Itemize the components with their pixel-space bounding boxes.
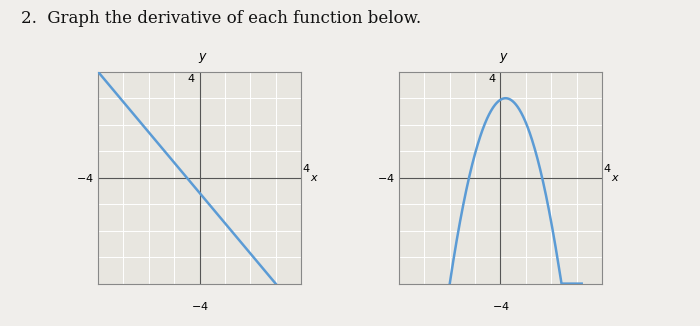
Text: $x$: $x$ — [310, 173, 319, 183]
Text: $-4$: $-4$ — [377, 172, 395, 184]
Text: $-4$: $-4$ — [491, 300, 510, 312]
Text: $y$: $y$ — [198, 51, 208, 65]
Text: $4$: $4$ — [603, 162, 612, 174]
Text: 2.  Graph the derivative of each function below.: 2. Graph the derivative of each function… — [21, 10, 421, 27]
Text: $4$: $4$ — [187, 72, 196, 84]
Text: $4$: $4$ — [488, 72, 497, 84]
Text: $-4$: $-4$ — [76, 172, 94, 184]
Text: $y$: $y$ — [499, 51, 509, 65]
Text: $-4$: $-4$ — [190, 300, 209, 312]
Text: $4$: $4$ — [302, 162, 311, 174]
Text: $x$: $x$ — [611, 173, 620, 183]
